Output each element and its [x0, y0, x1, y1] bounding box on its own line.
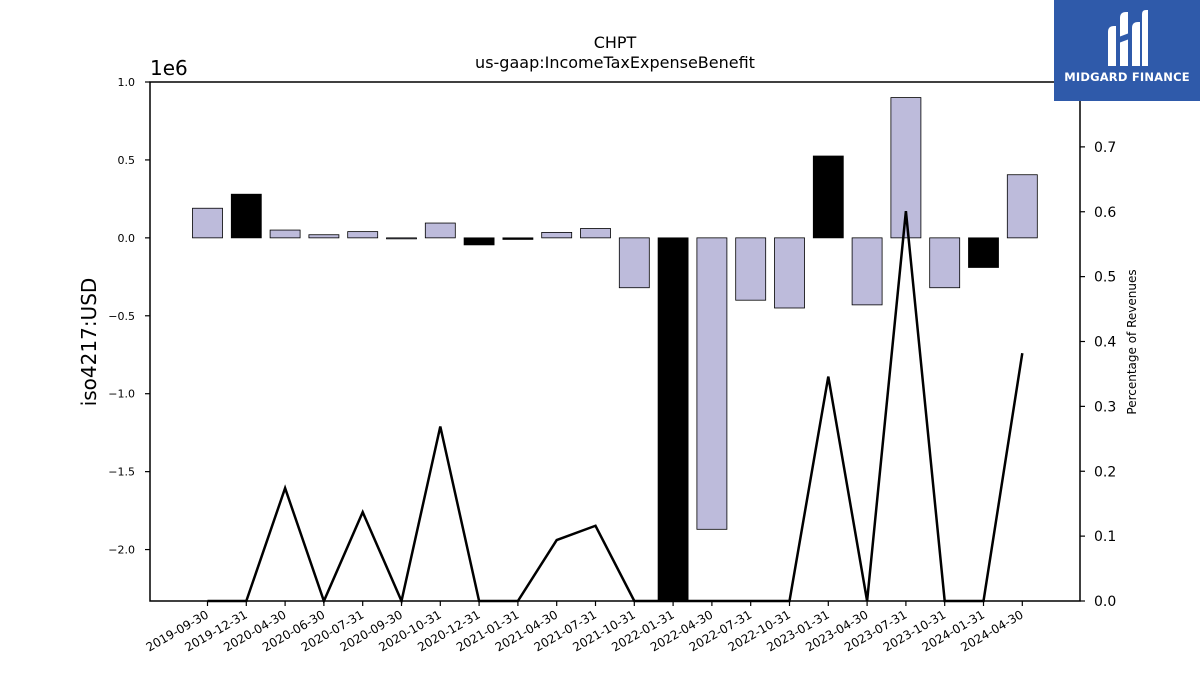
bar	[618, 237, 650, 289]
y-axis-label: iso4217:USD	[77, 278, 101, 407]
y-tick-label: −0.5	[108, 310, 135, 323]
bar	[580, 228, 611, 239]
bar	[929, 237, 961, 289]
bar	[386, 237, 417, 240]
bar	[812, 155, 844, 239]
bar	[192, 207, 223, 239]
bar	[968, 237, 999, 268]
bar	[657, 237, 689, 602]
y2-tick-label: 0.0	[1094, 594, 1116, 610]
bar	[696, 237, 728, 530]
bar	[1006, 174, 1038, 239]
y2-tick-label: 0.7	[1094, 140, 1116, 156]
bar	[502, 237, 534, 240]
bar	[269, 229, 301, 239]
y-tick-label: −1.5	[108, 466, 135, 479]
bar	[347, 231, 379, 239]
y2-tick-label: 0.2	[1094, 464, 1116, 480]
brand-logo: MIDGARD FINANCE	[1054, 0, 1200, 101]
percentage-line	[207, 210, 1024, 606]
bar	[230, 193, 262, 239]
chart-subtitle: us-gaap:IncomeTaxExpenseBenefit	[475, 53, 755, 72]
y-offset-label: 1e6	[150, 56, 188, 80]
y2-axis-label: Percentage of Revenues	[1125, 269, 1139, 414]
bar	[463, 237, 495, 246]
y2-tick-label: 0.3	[1094, 399, 1116, 415]
y2-tick-label: 0.6	[1094, 205, 1116, 221]
bar	[774, 237, 805, 309]
brand-name: MIDGARD FINANCE	[1064, 70, 1190, 84]
y2-tick-label: 0.4	[1094, 335, 1116, 351]
bar	[851, 237, 883, 306]
y-tick-label: 0.5	[118, 154, 136, 167]
y-tick-label: −1.0	[108, 388, 135, 401]
midgard-logo-icon	[1108, 10, 1148, 66]
bar	[735, 237, 767, 301]
bar	[308, 234, 340, 239]
chart-title: CHPT	[594, 33, 637, 52]
y2-tick-label: 0.1	[1094, 529, 1116, 545]
bar	[424, 222, 456, 239]
y-tick-label: 1.0	[118, 76, 136, 89]
y2-tick-label: 0.5	[1094, 270, 1116, 286]
y-tick-label: −2.0	[108, 544, 135, 557]
bar	[541, 232, 573, 239]
y-tick-label: 0.0	[118, 232, 136, 245]
plot-frame	[149, 81, 1081, 602]
